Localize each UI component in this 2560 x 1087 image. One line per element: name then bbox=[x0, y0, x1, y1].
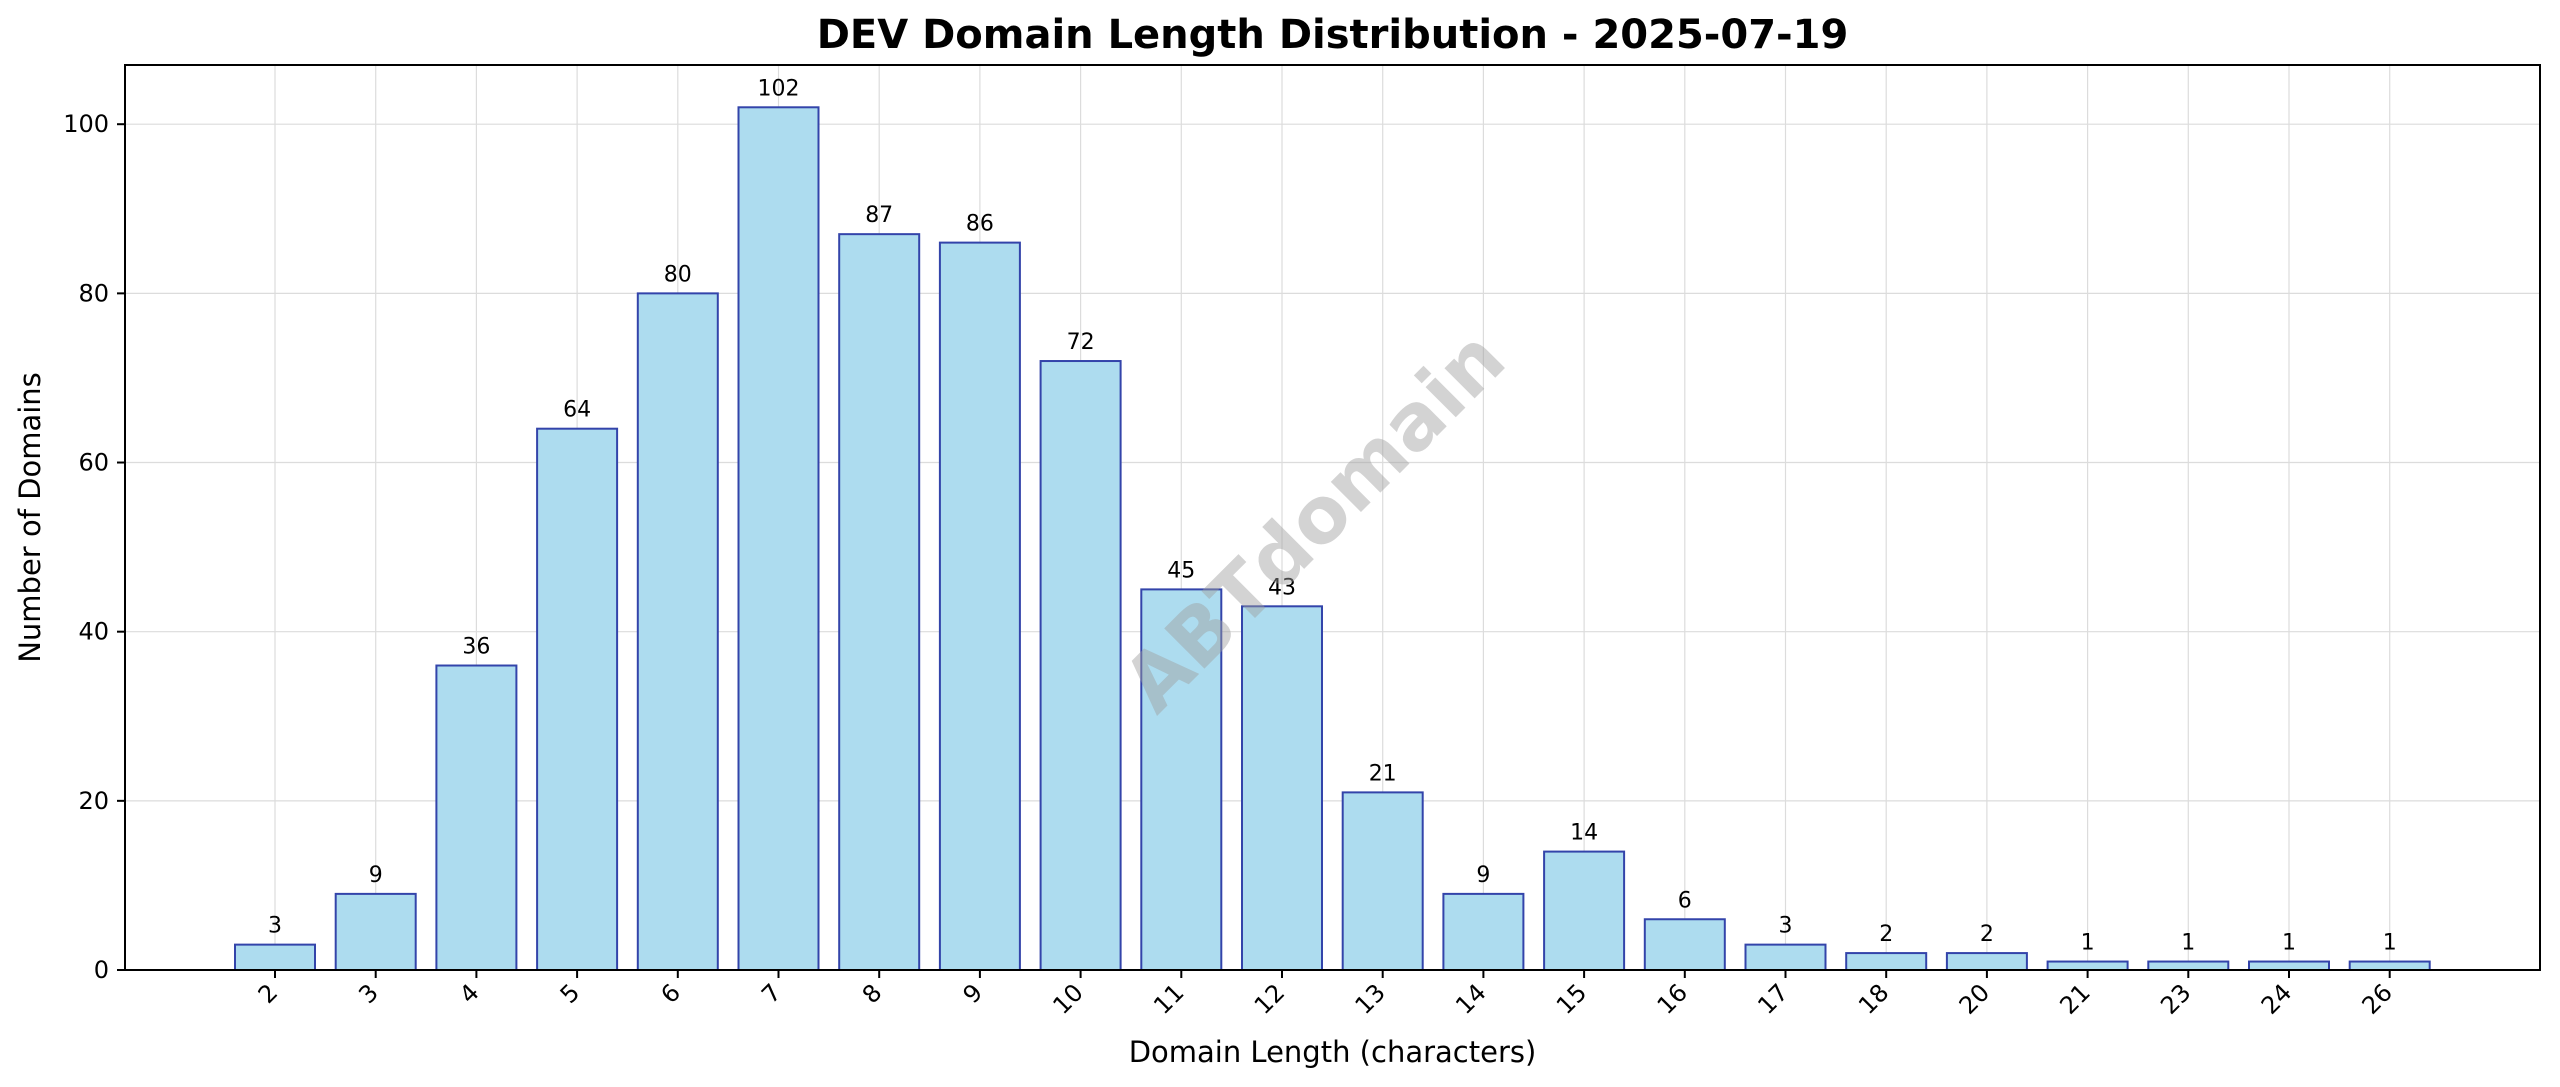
bar-4 bbox=[435, 664, 518, 972]
bar-9 bbox=[938, 241, 1021, 971]
bar-5 bbox=[536, 427, 619, 971]
data-label: 1 bbox=[2081, 931, 2095, 956]
x-tick-label: 10 bbox=[1047, 978, 1088, 1019]
x-tick-label: 4 bbox=[454, 978, 485, 1009]
x-tick-label: 13 bbox=[1350, 978, 1391, 1019]
data-label: 21 bbox=[1369, 761, 1397, 786]
y-tick-label: 0 bbox=[94, 956, 109, 984]
data-label: 1 bbox=[2181, 931, 2195, 956]
y-tick-label: 20 bbox=[78, 787, 109, 815]
x-tick-label: 14 bbox=[1450, 978, 1491, 1019]
x-axis-label: Domain Length (characters) bbox=[1129, 1035, 1537, 1069]
bar-13 bbox=[1341, 791, 1424, 971]
data-label: 102 bbox=[758, 76, 800, 101]
x-tick-label: 2 bbox=[253, 978, 284, 1009]
x-tick-label: 8 bbox=[857, 978, 888, 1009]
data-label: 80 bbox=[664, 262, 692, 287]
data-label: 6 bbox=[1678, 888, 1692, 913]
bar-18 bbox=[1845, 952, 1928, 971]
x-tick-label: 18 bbox=[1853, 978, 1894, 1019]
bar-10 bbox=[1039, 360, 1122, 972]
bar-3 bbox=[334, 892, 417, 971]
data-label: 43 bbox=[1268, 575, 1296, 600]
data-label: 1 bbox=[2383, 931, 2397, 956]
data-label: 1 bbox=[2282, 931, 2296, 956]
x-tick-label: 16 bbox=[1652, 978, 1693, 1019]
x-tick-label: 6 bbox=[655, 978, 686, 1009]
x-tick-label: 23 bbox=[2155, 978, 2196, 1019]
data-label: 86 bbox=[966, 212, 994, 237]
data-label: 36 bbox=[462, 635, 490, 660]
bar-17 bbox=[1744, 943, 1827, 971]
plot-frame bbox=[124, 64, 2541, 971]
bar-7 bbox=[737, 106, 820, 971]
bar-16 bbox=[1643, 918, 1726, 971]
y-tick-label: 60 bbox=[78, 449, 109, 477]
y-tick-label: 80 bbox=[78, 279, 109, 307]
data-label: 9 bbox=[1476, 863, 1490, 888]
bar-14 bbox=[1442, 892, 1525, 971]
x-tick-label: 21 bbox=[2054, 978, 2095, 1019]
y-tick-label: 40 bbox=[78, 618, 109, 646]
x-tick-label: 5 bbox=[555, 978, 586, 1009]
data-label: 9 bbox=[369, 863, 383, 888]
bar-21 bbox=[2046, 960, 2129, 971]
bar-26 bbox=[2348, 960, 2431, 971]
chart-title: DEV Domain Length Distribution - 2025-07… bbox=[817, 12, 1849, 58]
bar-12 bbox=[1241, 605, 1323, 971]
data-label: 2 bbox=[1980, 922, 1994, 947]
data-label: 14 bbox=[1570, 821, 1598, 846]
data-label: 3 bbox=[1779, 914, 1793, 939]
x-tick-label: 24 bbox=[2256, 978, 2297, 1019]
x-tick-label: 12 bbox=[1249, 978, 1290, 1019]
data-label: 64 bbox=[563, 398, 591, 423]
bar-11 bbox=[1140, 588, 1223, 971]
data-label: 2 bbox=[1879, 922, 1893, 947]
data-label: 72 bbox=[1067, 330, 1095, 355]
bar-23 bbox=[2147, 960, 2230, 971]
x-tick-label: 9 bbox=[958, 978, 989, 1009]
bars bbox=[234, 106, 2431, 972]
data-label: 3 bbox=[268, 914, 282, 939]
y-tick-label: 100 bbox=[63, 110, 109, 138]
data-label: 45 bbox=[1167, 558, 1195, 583]
bar-8 bbox=[838, 233, 921, 971]
x-tick-label: 3 bbox=[353, 978, 384, 1009]
x-tick-label: 7 bbox=[756, 978, 787, 1009]
bar-6 bbox=[636, 292, 719, 971]
bar-20 bbox=[1945, 952, 2028, 971]
bar-2 bbox=[234, 943, 316, 971]
x-tick-label: 11 bbox=[1148, 978, 1189, 1019]
x-tick-label: 17 bbox=[1752, 978, 1793, 1019]
x-tick-label: 26 bbox=[2357, 978, 2398, 1019]
bar-24 bbox=[2248, 960, 2330, 971]
y-axis-label: Number of Domains bbox=[13, 372, 47, 663]
x-tick-label: 20 bbox=[1954, 978, 1995, 1019]
x-tick-label: 15 bbox=[1551, 978, 1592, 1019]
bar-15 bbox=[1543, 850, 1626, 972]
data-label: 87 bbox=[865, 203, 893, 228]
